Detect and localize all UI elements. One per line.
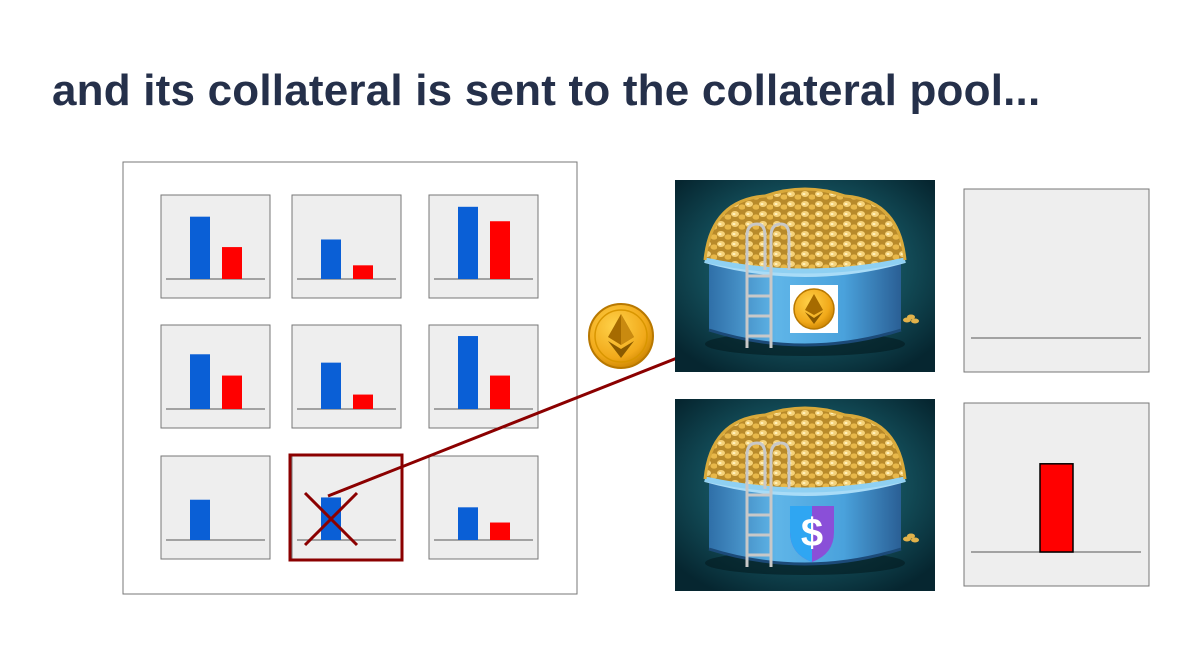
collateral-bar — [190, 499, 210, 540]
vault-panel-background — [160, 194, 271, 299]
stablecoin-pool-level-bar — [1039, 463, 1074, 553]
vault-panel-background — [428, 455, 539, 560]
debt-bar — [490, 522, 510, 540]
stablecoin-dollar-shield-icon: $ — [790, 506, 834, 562]
vault-panel — [160, 324, 271, 429]
stablecoin-pool-image: $ — [675, 399, 935, 591]
collateral-bar — [190, 216, 210, 279]
debt-bar — [222, 247, 242, 279]
x-mark-icon — [303, 491, 359, 547]
collateral-bar — [458, 507, 478, 540]
collateral-pool-level-panel — [963, 188, 1150, 373]
vault-panel-background — [291, 194, 402, 299]
ethereum-coin-icon — [588, 303, 654, 369]
collateral-bar — [190, 354, 210, 409]
vault-panel-background — [160, 455, 271, 560]
collateral-pool-image — [675, 180, 935, 372]
vault-panel-background — [291, 324, 402, 429]
vault-panel — [291, 194, 402, 299]
vault-panel — [428, 324, 539, 429]
collateral-bar — [321, 362, 341, 409]
slide-title: and its collateral is sent to the collat… — [52, 66, 1041, 115]
pool-ethereum-badge — [790, 285, 838, 333]
vault-panel — [428, 455, 539, 560]
debt-bar — [490, 375, 510, 409]
stablecoin-pool-level-panel — [963, 402, 1150, 587]
vault-panel-background — [428, 324, 539, 429]
vault-panel — [428, 194, 539, 299]
collateral-bar — [458, 336, 478, 409]
debt-bar — [353, 394, 373, 409]
debt-bar — [222, 375, 242, 409]
liquidated-vault-highlight — [288, 453, 404, 562]
vault-panel — [288, 453, 404, 562]
vault-panel-background — [428, 194, 539, 299]
vault-grid — [160, 194, 539, 562]
vault-panel-background — [160, 324, 271, 429]
vault-panel — [160, 455, 271, 560]
vault-panel — [160, 194, 271, 299]
collateral-bar — [458, 206, 478, 279]
collateral-bar — [321, 239, 341, 279]
svg-text:$: $ — [801, 511, 823, 555]
vault-panel — [291, 324, 402, 429]
debt-bar — [490, 221, 510, 279]
debt-bar — [353, 265, 373, 279]
